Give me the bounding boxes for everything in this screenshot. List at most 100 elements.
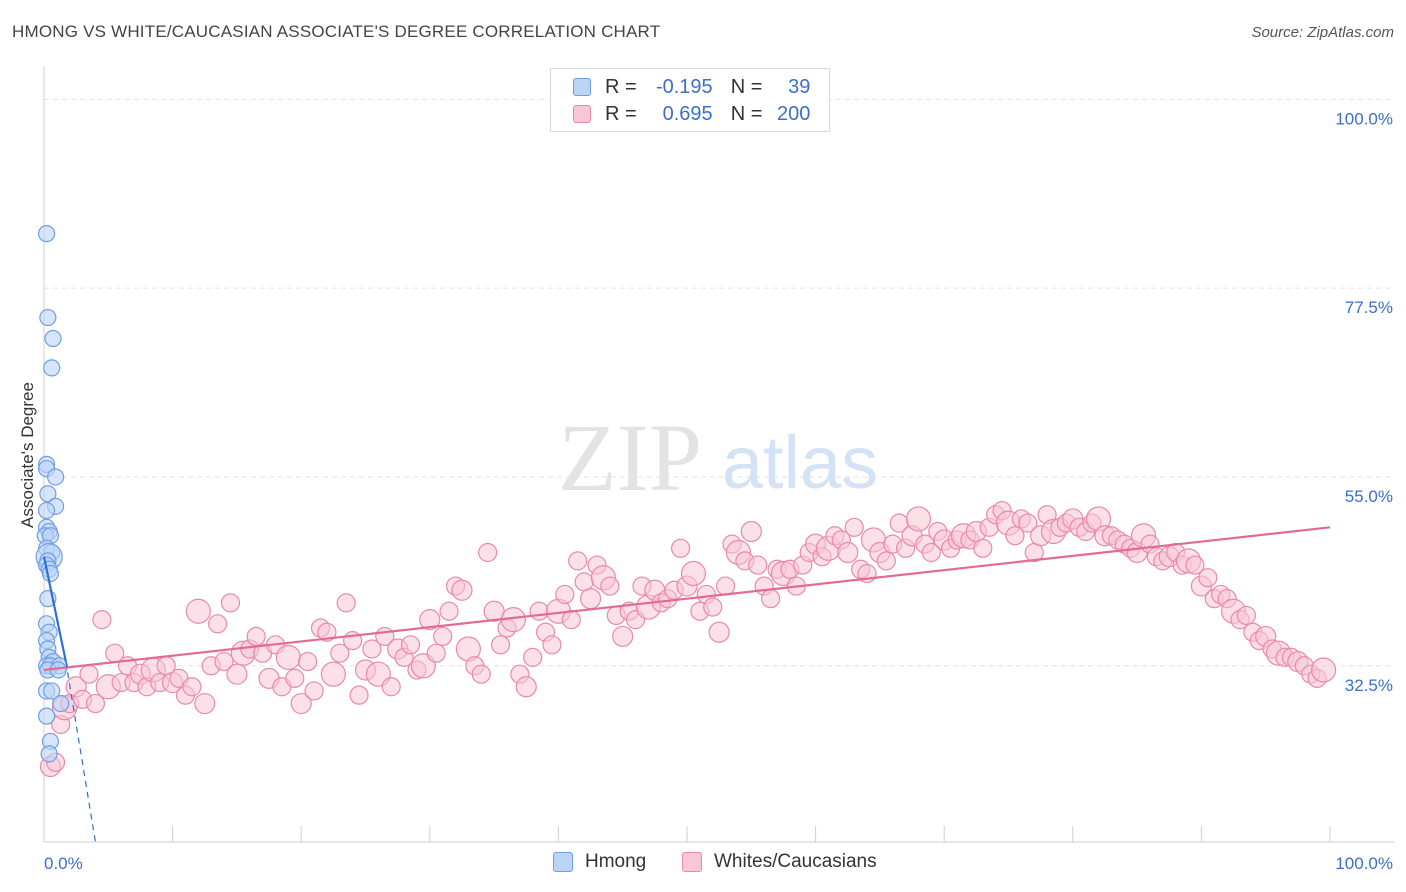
y-tick-label-3: 100.0% [1335, 109, 1393, 128]
legend-row-white: R = 0.695 N = 200 [573, 101, 810, 127]
white-point [490, 635, 511, 655]
white-point [1310, 657, 1337, 683]
hmong-point [40, 745, 58, 763]
white-point [837, 541, 859, 564]
white-point [433, 626, 453, 647]
white-point [320, 661, 346, 687]
legend-n-value: 39 [788, 75, 811, 98]
trend-lines [42, 526, 1331, 843]
white-point [85, 693, 106, 714]
watermark: ZIP atlas [558, 404, 878, 511]
x-tick-label-max: 100.0% [1335, 854, 1393, 873]
white-point [246, 626, 266, 647]
white-point [290, 692, 312, 715]
hmong-point [37, 225, 56, 243]
white-point [515, 676, 537, 698]
hmong-point [39, 308, 57, 327]
white-point [921, 542, 941, 563]
legend: R = -0.195 N = 39 R = 0.695 N = 200 [550, 68, 830, 132]
white-point [703, 597, 723, 617]
bottom-legend-swatch-white [682, 852, 702, 872]
x-tick-label-min: 0.0% [44, 854, 83, 873]
white-point [760, 589, 781, 609]
legend-swatch-white [573, 105, 591, 123]
white-point [1005, 526, 1025, 546]
white-point [523, 647, 543, 667]
gridlines [44, 98, 1394, 667]
white-point [304, 681, 324, 701]
white-point [561, 610, 581, 630]
hmong-point [52, 694, 70, 713]
white-point [419, 609, 441, 631]
legend-n-label: N = [730, 75, 763, 98]
white-point [876, 551, 896, 571]
legend-r-value: 0.695 [662, 102, 713, 125]
hmong-point [37, 707, 56, 725]
bottom-legend-swatch-hmong [553, 852, 573, 872]
axes [43, 66, 1394, 843]
watermark-atlas: atlas [722, 421, 878, 504]
white-point [220, 593, 241, 613]
white-point [529, 601, 549, 621]
hmong-trend-extension [65, 661, 97, 843]
legend-r-value: -0.195 [655, 75, 713, 98]
white-point [715, 576, 736, 596]
white-point [275, 644, 301, 670]
white-point [214, 651, 234, 672]
hmong-point [41, 564, 60, 583]
white-point [478, 542, 498, 563]
hmong-trend-line [42, 556, 67, 662]
white-point [451, 579, 473, 601]
white-point [182, 677, 202, 697]
white-point [362, 639, 382, 659]
white-point [298, 651, 318, 672]
hmong-point [43, 682, 61, 700]
white-point [79, 664, 99, 684]
white-point [1185, 555, 1205, 575]
legend-r-label: R = [605, 75, 637, 98]
white-point [471, 664, 491, 684]
white-point [194, 692, 216, 715]
y-axis-label: Associate's Degree [18, 382, 37, 528]
y-tick-label-0: 32.5% [1345, 676, 1393, 695]
white-point [381, 677, 401, 697]
white-point [579, 588, 602, 610]
y-tick-label-1: 55.0% [1345, 487, 1393, 506]
bottom-legend-label-white: Whites/Caucasians [714, 851, 877, 872]
white-point [285, 668, 305, 688]
white-point [1198, 568, 1218, 588]
hmong-point [46, 468, 65, 486]
y-tick-label-2: 77.5% [1345, 298, 1393, 317]
white-point [92, 610, 112, 630]
tick-labels: 32.5% 55.0% 77.5% 100.0% 0.0% 100.0% [44, 109, 1393, 873]
legend-n-label: N = [730, 102, 763, 125]
white-point [317, 622, 337, 642]
legend-r-label: R = [605, 102, 637, 125]
white-point [185, 598, 211, 624]
white-point [426, 643, 446, 663]
bottom-legend-white: Whites/Caucasians [682, 851, 877, 873]
watermark-zip: ZIP [558, 404, 702, 511]
white-point [568, 551, 588, 571]
white-point [905, 506, 932, 532]
white-point [740, 520, 762, 543]
hmong-series-points [35, 225, 70, 763]
white-point [708, 621, 730, 643]
white-point [439, 601, 459, 621]
white-point [542, 635, 562, 655]
white-point [226, 663, 248, 685]
bottom-legend-label-hmong: Hmong [585, 851, 647, 872]
bottom-legend-hmong: Hmong [553, 851, 646, 873]
white-point [612, 625, 634, 648]
white-point [349, 685, 369, 705]
white-point [600, 576, 620, 596]
white-point [1236, 605, 1257, 626]
legend-swatch-hmong [573, 78, 591, 96]
hmong-point [39, 485, 57, 503]
white-point [400, 635, 421, 655]
white-point [1018, 513, 1038, 533]
legend-row-hmong: R = -0.195 N = 39 [573, 74, 810, 100]
legend-n-value: 200 [777, 102, 811, 125]
white-point [336, 593, 356, 613]
